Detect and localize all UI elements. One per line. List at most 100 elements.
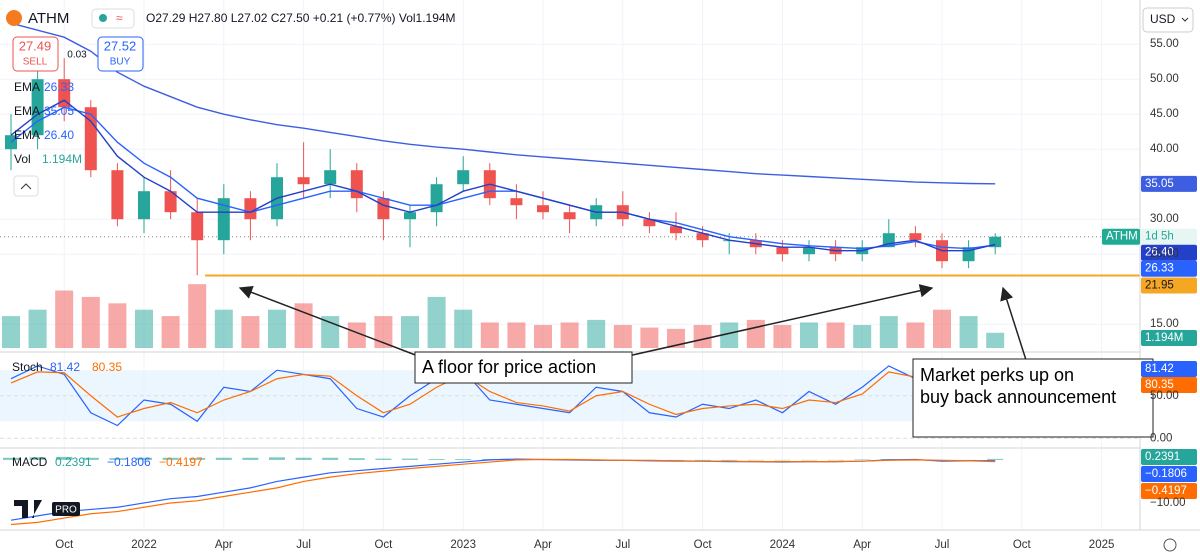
candle-body: [643, 219, 656, 227]
x-tick-label: Jul: [615, 539, 630, 551]
spread: 0.03: [67, 50, 87, 61]
y-tick-label: 50.00: [1150, 390, 1179, 402]
symbol: ATHM: [28, 10, 69, 27]
buy-price: 27.52: [104, 38, 137, 53]
macd-hist: [774, 459, 791, 461]
candle-body: [324, 170, 337, 185]
candle-body: [696, 233, 709, 241]
arrow: [1000, 286, 1027, 361]
volume-bar: [454, 309, 473, 348]
price-tag: [1141, 228, 1197, 245]
line: [10, 458, 996, 526]
macd-hist: [29, 457, 46, 460]
y-tick-label: 45.00: [1150, 108, 1179, 120]
macd-hist: [747, 459, 764, 461]
macd-hist: [189, 458, 206, 460]
collapse-button[interactable]: [13, 175, 39, 197]
macd-hist: [322, 457, 339, 460]
pane-value: 81.42: [50, 360, 80, 374]
legend-value: 1.194M: [42, 152, 82, 166]
candle-body: [537, 205, 549, 213]
candle-body: [510, 198, 523, 206]
price-tag-label: −0.1806: [1145, 468, 1187, 480]
macd-hist: [269, 457, 285, 460]
legend-name: EMA: [14, 80, 40, 94]
candle-body: [31, 79, 44, 136]
volume-bar: [214, 309, 233, 348]
y-tick-label: 50.00: [1150, 73, 1179, 85]
price-tag-label: 0.2391: [1145, 451, 1180, 463]
macd-hist: [455, 459, 472, 460]
price-tag: [1141, 175, 1197, 192]
price-tag-label: 1.194M: [1145, 332, 1183, 344]
line: [10, 22, 996, 185]
legend-name: EMA: [14, 128, 40, 142]
macd-hist: [854, 459, 871, 460]
pane-value: −0.1806: [107, 455, 151, 469]
volume-bar: [667, 328, 685, 348]
legend-value: 26.40: [44, 128, 74, 142]
currency-button[interactable]: [1142, 7, 1194, 33]
buy-button[interactable]: [97, 36, 144, 72]
badge: [52, 502, 80, 516]
price-tag: [1141, 277, 1197, 294]
line: [10, 106, 996, 250]
volume-bar: [587, 319, 606, 348]
macd-hist: [348, 458, 365, 460]
arrow: [627, 284, 934, 357]
y-tick-label: −10.00: [1150, 497, 1186, 509]
status-icons[interactable]: [91, 8, 135, 29]
volume-bar: [268, 309, 286, 348]
sell-button[interactable]: [12, 36, 59, 72]
price-tag: [1141, 449, 1197, 465]
x-tick-label: 2023: [450, 539, 476, 551]
volume-bar: [28, 309, 47, 348]
legend-name: EMA: [14, 104, 40, 118]
macd-hist: [987, 458, 1004, 460]
price-tag: [1141, 260, 1197, 277]
volume-bar: [693, 325, 712, 348]
macd-hist: [827, 459, 844, 461]
x-tick-label: Oct: [374, 539, 393, 551]
candle-body: [138, 191, 150, 220]
legend-value: 26.33: [44, 80, 74, 94]
macd-hist: [721, 459, 738, 461]
volume-bar: [906, 322, 925, 348]
y-tick-label: 40.00: [1150, 143, 1179, 155]
annotation-box: [414, 351, 633, 384]
sell-price: 27.49: [19, 38, 52, 53]
currency: USD: [1150, 12, 1176, 26]
candle-body: [803, 247, 815, 255]
legend-name: Vol: [14, 152, 31, 166]
volume-bar: [826, 322, 845, 348]
price-tag-label: 35.05: [1145, 178, 1174, 190]
ohlc: O27.29 H27.80 L27.02 C27.50 +0.21 (+0.77…: [146, 11, 456, 25]
volume-bar: [507, 322, 526, 348]
macd-hist: [82, 457, 99, 460]
volume-bar: [773, 325, 792, 348]
logo: [6, 10, 22, 26]
price-tag: [1141, 483, 1197, 499]
price-tag-label: 81.42: [1145, 363, 1174, 375]
candle-body: [377, 198, 390, 220]
volume-bar: [613, 325, 632, 348]
annotation-box: [912, 358, 1154, 438]
price-tag-label: 1d 5h: [1145, 231, 1174, 243]
volume-bar: [2, 316, 20, 348]
sell-label: SELL: [23, 57, 48, 68]
candle-body: [58, 79, 71, 108]
price-tag: [1141, 466, 1197, 482]
candle-body: [430, 184, 443, 213]
macd-hist: [428, 459, 445, 460]
candle-body: [244, 198, 257, 220]
x-tick-label: Apr: [215, 539, 233, 551]
candle-body: [164, 191, 177, 213]
settings-icon[interactable]: [1163, 538, 1177, 552]
volume-bar: [347, 322, 366, 348]
price-tag-label: ATHM: [1106, 231, 1138, 243]
pane-value: 0.2391: [55, 455, 92, 469]
arrow: [238, 286, 419, 357]
volume-bar: [986, 332, 1005, 348]
line: [10, 99, 996, 252]
chevron: [20, 183, 32, 190]
